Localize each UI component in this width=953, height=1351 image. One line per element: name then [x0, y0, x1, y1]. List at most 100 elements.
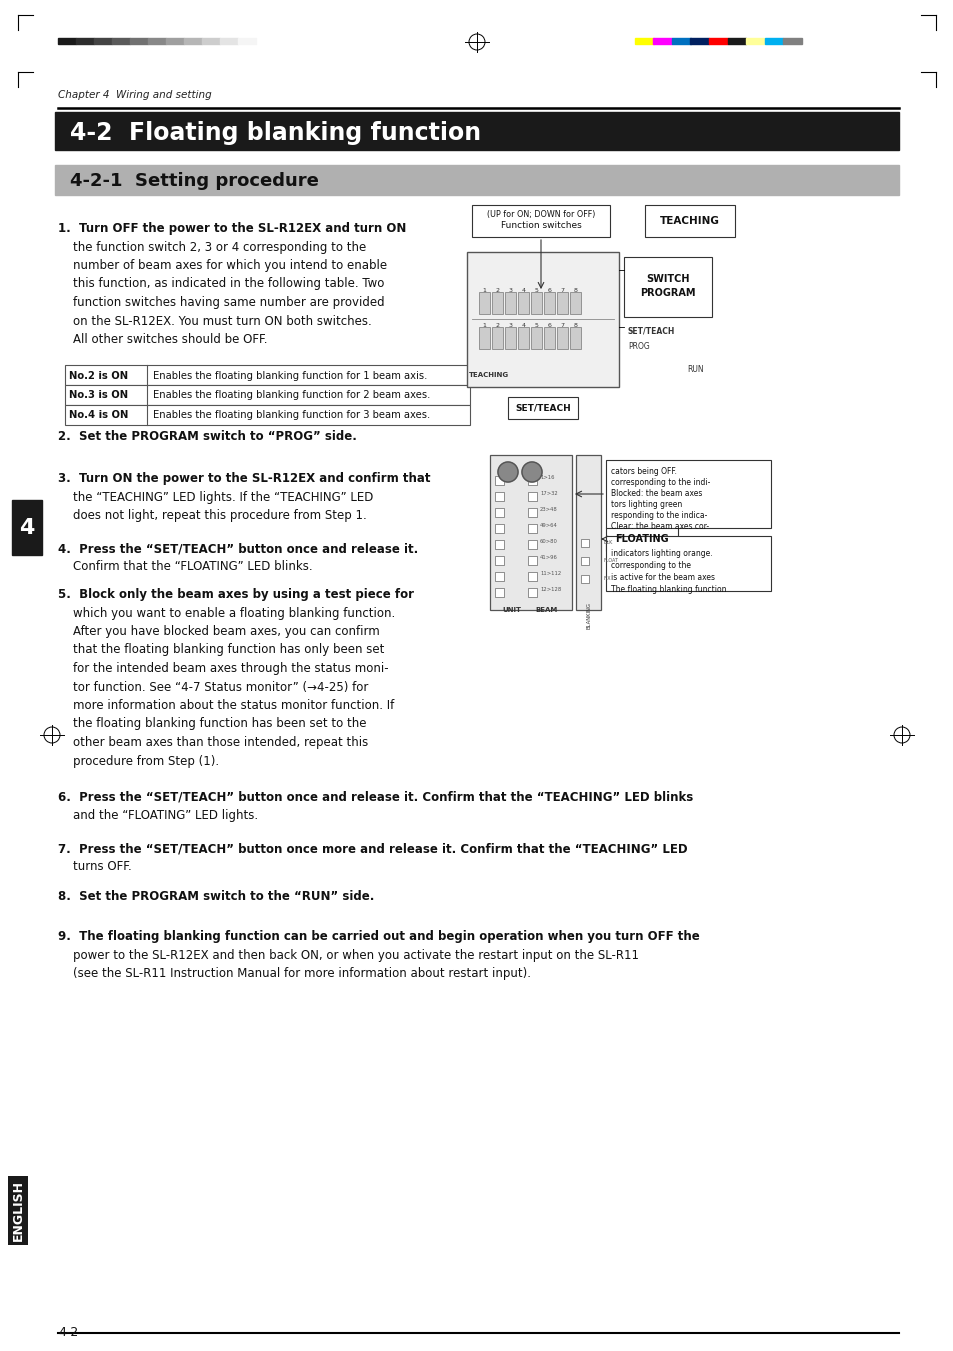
Bar	[763, 38, 782, 43]
Text: After you have blocked beam axes, you can confirm: After you have blocked beam axes, you ca…	[58, 626, 379, 638]
Bar	[472, 205, 609, 236]
Text: 1: 1	[482, 288, 486, 293]
Bar	[531, 327, 541, 349]
Text: FLOAT: FLOAT	[602, 558, 618, 563]
Bar	[580, 576, 588, 584]
Bar	[605, 459, 770, 528]
Text: 4: 4	[521, 323, 525, 328]
Bar	[65, 405, 470, 426]
Text: 41>96: 41>96	[539, 555, 558, 561]
Bar	[495, 571, 503, 581]
Text: BLK: BLK	[602, 540, 612, 546]
Text: corresponding to the indi-: corresponding to the indi-	[610, 478, 710, 486]
Text: 7.  Press the “SET/TEACH” button once more and release it. Confirm that the “TEA: 7. Press the “SET/TEACH” button once mor…	[58, 842, 687, 855]
Bar	[543, 327, 555, 349]
Bar	[65, 365, 470, 385]
Text: PROGRAM: PROGRAM	[639, 288, 695, 299]
Text: Clear: the beam axes cor-: Clear: the beam axes cor-	[610, 521, 708, 531]
Bar	[495, 557, 503, 565]
Bar	[507, 397, 578, 419]
Circle shape	[497, 462, 517, 482]
Text: 3.  Turn ON the power to the SL-R12EX and confirm that: 3. Turn ON the power to the SL-R12EX and…	[58, 471, 430, 485]
Text: BEAM: BEAM	[535, 607, 557, 613]
Text: PROG: PROG	[627, 342, 649, 351]
Text: FLOATING: FLOATING	[615, 534, 668, 544]
Text: 17>32: 17>32	[539, 490, 558, 496]
Bar	[495, 588, 503, 597]
Text: does not light, repeat this procedure from Step 1.: does not light, repeat this procedure fr…	[58, 509, 366, 521]
Circle shape	[521, 462, 541, 482]
Text: 8.  Set the PROGRAM switch to the “RUN” side.: 8. Set the PROGRAM switch to the “RUN” s…	[58, 890, 374, 902]
Bar	[467, 253, 618, 386]
Text: tor function. See “4-7 Status monitor” (→4-25) for: tor function. See “4-7 Status monitor” (…	[58, 681, 368, 693]
Text: 11>112: 11>112	[539, 571, 560, 576]
Text: FIX: FIX	[602, 577, 610, 581]
Text: BLANKING: BLANKING	[585, 603, 590, 628]
Text: Enables the floating blanking function for 1 beam axis.: Enables the floating blanking function f…	[152, 370, 427, 381]
Bar	[727, 38, 745, 43]
Bar	[527, 557, 537, 565]
Text: 6: 6	[547, 288, 551, 293]
Bar	[495, 476, 503, 485]
Text: (see the SL-R11 Instruction Manual for more information about restart input).: (see the SL-R11 Instruction Manual for m…	[58, 967, 531, 979]
Bar	[527, 524, 537, 534]
Bar	[492, 292, 502, 313]
Text: 4.  Press the “SET/TEACH” button once and release it.: 4. Press the “SET/TEACH” button once and…	[58, 542, 417, 555]
Text: 1.  Turn OFF the power to the SL-R12EX and turn ON: 1. Turn OFF the power to the SL-R12EX an…	[58, 222, 406, 235]
Bar	[527, 571, 537, 581]
Text: tors lighting green: tors lighting green	[610, 500, 681, 509]
Bar	[478, 327, 490, 349]
Bar	[527, 508, 537, 517]
Text: power to the SL-R12EX and then back ON, or when you activate the restart input o: power to the SL-R12EX and then back ON, …	[58, 948, 639, 962]
Bar	[220, 38, 237, 43]
Text: Enables the floating blanking function for 3 beam axes.: Enables the floating blanking function f…	[152, 411, 430, 420]
Bar	[504, 292, 516, 313]
Text: indicators lighting orange.: indicators lighting orange.	[610, 549, 712, 558]
Text: for the intended beam axes through the status moni-: for the intended beam axes through the s…	[58, 662, 388, 676]
Text: corresponding to the: corresponding to the	[610, 561, 690, 570]
Text: more information about the status monitor function. If: more information about the status monito…	[58, 698, 394, 712]
Bar	[531, 292, 541, 313]
Text: other beam axes than those intended, repeat this: other beam axes than those intended, rep…	[58, 736, 368, 748]
Text: Blocked: the beam axes: Blocked: the beam axes	[610, 489, 701, 499]
Bar	[184, 38, 202, 43]
Text: the “TEACHING” LED lights. If the “TEACHING” LED: the “TEACHING” LED lights. If the “TEACH…	[58, 490, 373, 504]
Bar	[166, 38, 184, 43]
Bar	[605, 536, 770, 590]
Text: 6: 6	[547, 323, 551, 328]
Bar	[605, 527, 678, 551]
Text: cators being OFF.: cators being OFF.	[610, 467, 677, 476]
Text: function switches having same number are provided: function switches having same number are…	[58, 296, 384, 309]
Bar	[623, 257, 711, 317]
Text: the function switch 2, 3 or 4 corresponding to the: the function switch 2, 3 or 4 correspond…	[58, 240, 366, 254]
Text: 49>64: 49>64	[539, 523, 558, 528]
Bar	[112, 38, 130, 43]
Text: which you want to enable a floating blanking function.: which you want to enable a floating blan…	[58, 607, 395, 620]
Bar	[569, 327, 580, 349]
Bar	[55, 112, 898, 150]
Text: Confirm that the “FLOATING” LED blinks.: Confirm that the “FLOATING” LED blinks.	[58, 561, 313, 574]
Text: The floating blanking function: The floating blanking function	[610, 585, 726, 594]
Bar	[237, 38, 255, 43]
Text: 4: 4	[521, 288, 525, 293]
Text: 2: 2	[495, 288, 499, 293]
Bar	[517, 327, 529, 349]
Text: 6.  Press the “SET/TEACH” button once and release it. Confirm that the “TEACHING: 6. Press the “SET/TEACH” button once and…	[58, 790, 693, 802]
Text: All other switches should be OFF.: All other switches should be OFF.	[58, 332, 267, 346]
Bar	[644, 205, 734, 236]
Bar	[745, 38, 763, 43]
Text: TEACHING: TEACHING	[469, 372, 509, 378]
Text: 1>16: 1>16	[539, 476, 554, 480]
Text: Chapter 4  Wiring and setting: Chapter 4 Wiring and setting	[58, 91, 212, 100]
Text: (UP for ON; DOWN for OFF): (UP for ON; DOWN for OFF)	[486, 211, 595, 219]
Text: Function switches: Function switches	[500, 220, 580, 230]
Bar	[527, 492, 537, 501]
Bar	[495, 508, 503, 517]
Text: 5: 5	[534, 323, 537, 328]
Text: the floating blanking function has been set to the: the floating blanking function has been …	[58, 717, 366, 731]
Bar	[671, 38, 690, 43]
Bar	[12, 500, 42, 555]
Bar	[202, 38, 220, 43]
Bar	[569, 292, 580, 313]
Bar	[94, 38, 112, 43]
